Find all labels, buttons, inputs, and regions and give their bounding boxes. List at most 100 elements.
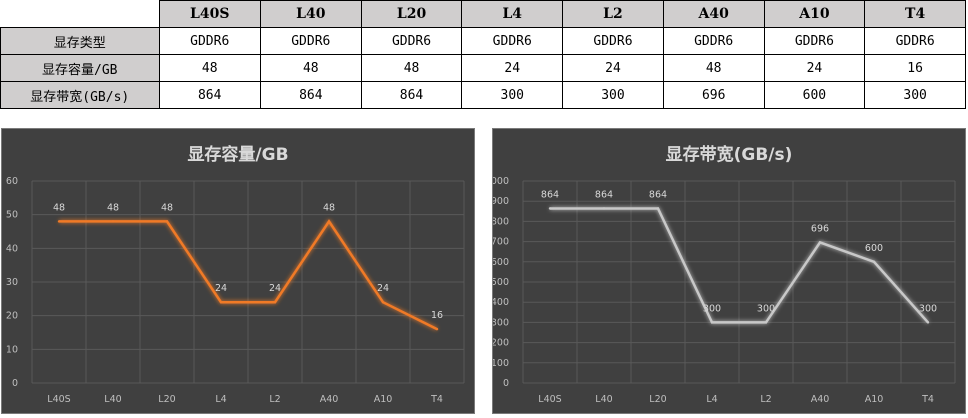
data-point bbox=[818, 241, 822, 244]
table-row: 显存带宽(GB/s) 864 864 864 300 300 696 600 3… bbox=[0, 81, 966, 109]
x-tick-label: L20 bbox=[649, 394, 666, 405]
data-point bbox=[219, 301, 223, 304]
data-label: 24 bbox=[215, 283, 227, 294]
table-cell: GDDR6 bbox=[562, 27, 664, 55]
table-cell: 300 bbox=[864, 81, 966, 109]
table-cell: 864 bbox=[259, 81, 362, 109]
table-cell: GDDR6 bbox=[259, 27, 362, 55]
table-cell: 24 bbox=[763, 54, 866, 82]
column-header: L40S bbox=[158, 0, 261, 28]
table-cell: 24 bbox=[562, 54, 664, 82]
column-header: L4 bbox=[461, 0, 564, 28]
data-label: 864 bbox=[649, 189, 667, 200]
y-tick-label: 800 bbox=[493, 216, 509, 227]
data-label: 300 bbox=[919, 303, 937, 314]
bandwidth-line-chart: 显存带宽(GB/s) 0 100 200 300 400 500 600 700 800 900 10… bbox=[493, 144, 956, 405]
chart-title: 显存容量/GB bbox=[187, 144, 288, 165]
table-cell: 864 bbox=[158, 81, 261, 109]
data-point bbox=[656, 207, 660, 210]
x-tick-label: L2 bbox=[760, 394, 771, 405]
data-point bbox=[548, 207, 552, 210]
column-header: A40 bbox=[662, 0, 765, 28]
spec-table: L40S L40 L20 L4 L2 A40 A10 T4 显存类型 GDDR6… bbox=[0, 0, 966, 109]
x-tick-label: A10 bbox=[374, 394, 393, 405]
data-point bbox=[435, 327, 439, 331]
y-tick-label: 200 bbox=[493, 338, 509, 349]
y-tick-label: 1000 bbox=[493, 176, 509, 187]
data-label: 48 bbox=[323, 202, 335, 213]
table-cell: 48 bbox=[158, 54, 261, 82]
y-tick-label: 900 bbox=[493, 196, 509, 207]
table-cell: GDDR6 bbox=[158, 27, 261, 55]
y-tick-label: 700 bbox=[493, 237, 509, 248]
x-tick-label: T4 bbox=[921, 394, 934, 405]
table-row: 显存容量/GB 48 48 48 24 24 48 24 16 bbox=[0, 54, 966, 82]
y-tick-label: 60 bbox=[6, 176, 18, 187]
data-label: 48 bbox=[161, 202, 173, 213]
x-tick-label: L4 bbox=[706, 394, 717, 405]
data-label: 600 bbox=[865, 243, 883, 254]
data-label: 696 bbox=[811, 223, 829, 234]
table-cell: 16 bbox=[864, 54, 966, 82]
data-point bbox=[710, 321, 714, 324]
table-cell: 864 bbox=[360, 81, 463, 109]
x-tick-label: L40 bbox=[595, 394, 612, 405]
series-line bbox=[59, 219, 438, 331]
table-cell: GDDR6 bbox=[662, 27, 765, 55]
x-tick-label: T4 bbox=[430, 394, 443, 405]
row-header: 显存容量/GB bbox=[0, 54, 160, 82]
x-tick-label: L40 bbox=[104, 394, 121, 405]
table-cell: 300 bbox=[562, 81, 664, 109]
y-tick-label: 500 bbox=[493, 277, 509, 288]
capacity-chart-panel: 显存容量/GB 0 10 20 30 40 50 60 L40S L40 L20 L4 L2 A40 A10… bbox=[1, 128, 475, 414]
table-cell: GDDR6 bbox=[461, 27, 564, 55]
data-point bbox=[872, 260, 876, 263]
y-tick-label: 30 bbox=[6, 277, 18, 288]
data-point bbox=[381, 301, 385, 304]
data-point bbox=[165, 220, 169, 223]
y-tick-label: 600 bbox=[493, 257, 509, 268]
data-point bbox=[111, 220, 115, 223]
y-tick-label: 40 bbox=[6, 243, 18, 254]
table-cell: GDDR6 bbox=[864, 27, 966, 55]
y-tick-label: 0 bbox=[12, 378, 18, 389]
data-label: 864 bbox=[595, 189, 613, 200]
table-cell: GDDR6 bbox=[360, 27, 463, 55]
table-cell: 48 bbox=[259, 54, 362, 82]
data-point bbox=[273, 301, 277, 304]
column-header: T4 bbox=[864, 0, 966, 28]
y-tick-label: 0 bbox=[503, 378, 509, 389]
table-cell: 300 bbox=[461, 81, 564, 109]
data-point bbox=[764, 321, 768, 324]
data-label: 24 bbox=[269, 283, 281, 294]
y-tick-label: 400 bbox=[493, 297, 509, 308]
data-point bbox=[602, 207, 606, 210]
table-cell: 696 bbox=[662, 81, 765, 109]
y-tick-label: 300 bbox=[493, 317, 509, 328]
table-cell: 48 bbox=[360, 54, 463, 82]
table-header-row: L40S L40 L20 L4 L2 A40 A10 T4 bbox=[0, 0, 966, 28]
y-tick-label: 50 bbox=[6, 210, 18, 221]
column-header: L40 bbox=[259, 0, 362, 28]
y-tick-label: 10 bbox=[6, 344, 18, 355]
column-header: L20 bbox=[360, 0, 463, 28]
data-point bbox=[926, 321, 930, 324]
column-header: L2 bbox=[562, 0, 664, 28]
x-tick-label: L40S bbox=[538, 394, 561, 405]
data-label: 864 bbox=[541, 189, 559, 200]
x-tick-label: L4 bbox=[215, 394, 226, 405]
chart-title: 显存带宽(GB/s) bbox=[666, 144, 793, 165]
x-tick-label: L20 bbox=[158, 394, 175, 405]
x-tick-label: A40 bbox=[811, 394, 830, 405]
data-label: 24 bbox=[377, 283, 389, 294]
y-tick-label: 20 bbox=[6, 311, 18, 322]
data-label: 48 bbox=[53, 202, 65, 213]
data-label: 48 bbox=[107, 202, 119, 213]
x-tick-label: A10 bbox=[865, 394, 884, 405]
row-header: 显存带宽(GB/s) bbox=[0, 81, 160, 109]
table-cell: 600 bbox=[763, 81, 866, 109]
row-header: 显存类型 bbox=[0, 27, 160, 55]
x-tick-label: A40 bbox=[320, 394, 339, 405]
table-cell: 24 bbox=[461, 54, 564, 82]
data-label: 300 bbox=[703, 303, 721, 314]
